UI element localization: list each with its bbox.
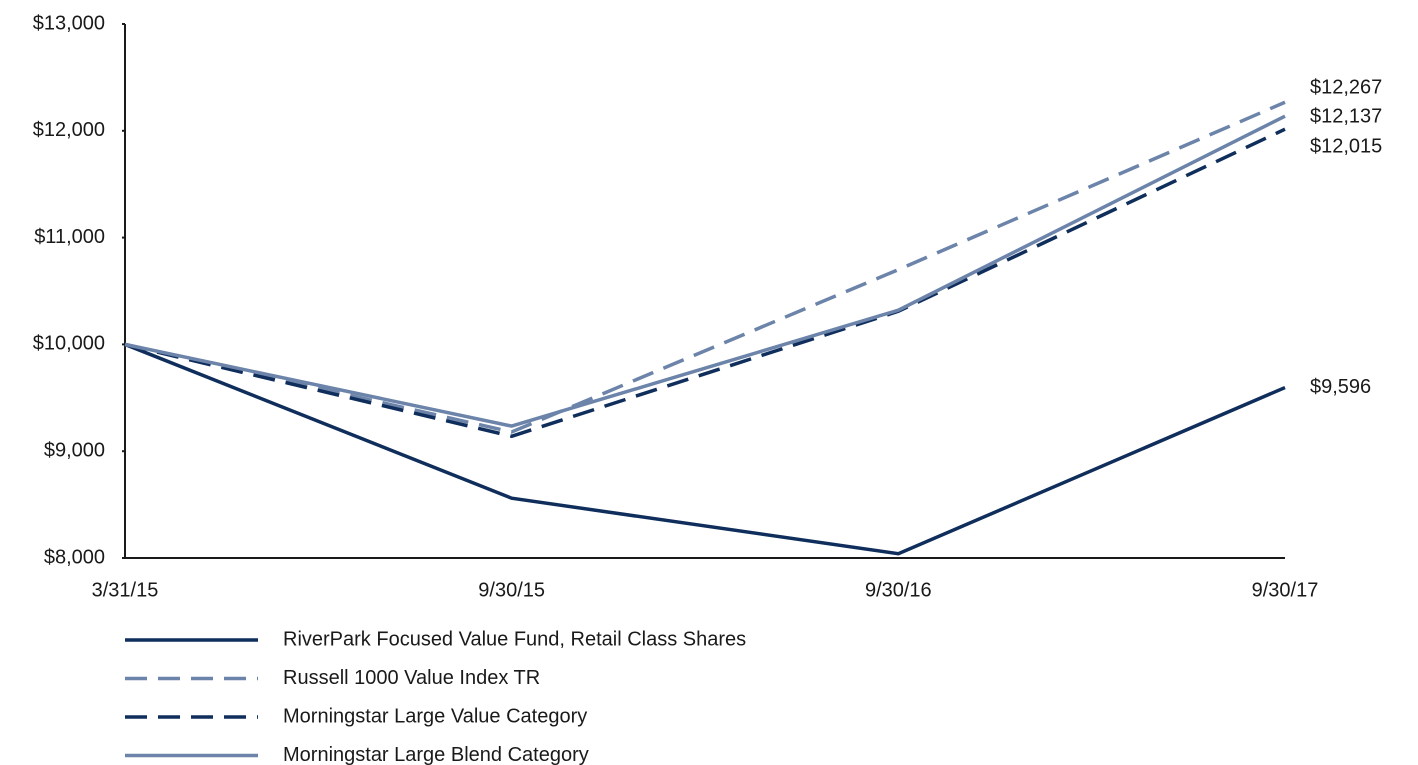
series-line: [124, 100, 1286, 434]
y-tick-label: $8,000: [44, 546, 105, 568]
value-label: $12,267: [1310, 77, 1382, 99]
value-label: $9,596: [1310, 376, 1371, 398]
x-tick-label: 9/30/17: [1252, 579, 1319, 601]
y-tick-label: $11,000: [34, 226, 105, 248]
series-line: [124, 114, 1286, 428]
y-tick-label: $12,000: [33, 119, 105, 141]
y-tick-label: $13,000: [33, 12, 105, 34]
y-tick-label: $9,000: [44, 439, 105, 461]
x-tick-label: 9/30/16: [865, 579, 932, 601]
legend-label: RiverPark Focused Value Fund, Retail Cla…: [283, 628, 746, 650]
series-line: [124, 127, 1286, 439]
y-tick-label: $10,000: [33, 333, 105, 355]
legend-label: Russell 1000 Value Index TR: [283, 667, 540, 689]
series-line: [124, 342, 1286, 556]
x-tick-label: 9/30/15: [478, 579, 545, 601]
legend-label: Morningstar Large Value Category: [283, 705, 587, 727]
x-tick-label: 3/31/15: [92, 579, 159, 601]
value-label: $12,137: [1310, 105, 1382, 127]
legend-label: Morningstar Large Blend Category: [283, 744, 589, 765]
value-label: $12,015: [1310, 135, 1382, 157]
